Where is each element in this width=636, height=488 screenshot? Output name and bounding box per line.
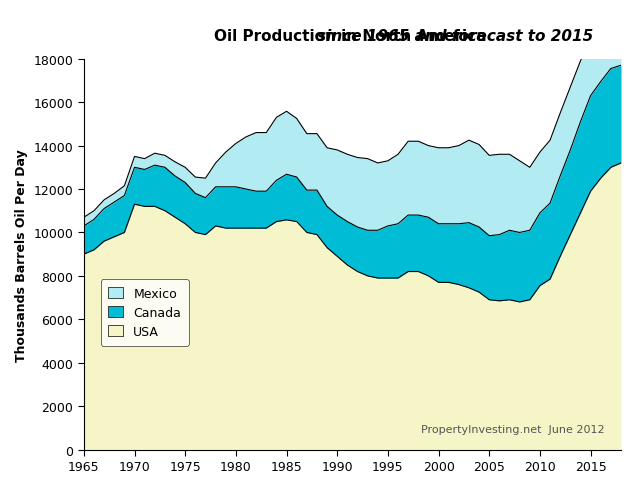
- Text: PropertyInvesting.net  June 2012: PropertyInvesting.net June 2012: [421, 424, 605, 434]
- Y-axis label: Thousands Barrels Oil Per Day: Thousands Barrels Oil Per Day: [15, 148, 28, 361]
- Text: Oil Production in North America: Oil Production in North America: [214, 29, 491, 44]
- Legend: Mexico, Canada, USA: Mexico, Canada, USA: [101, 280, 189, 346]
- Text: since 1965 and forecast to 2015: since 1965 and forecast to 2015: [317, 29, 593, 44]
